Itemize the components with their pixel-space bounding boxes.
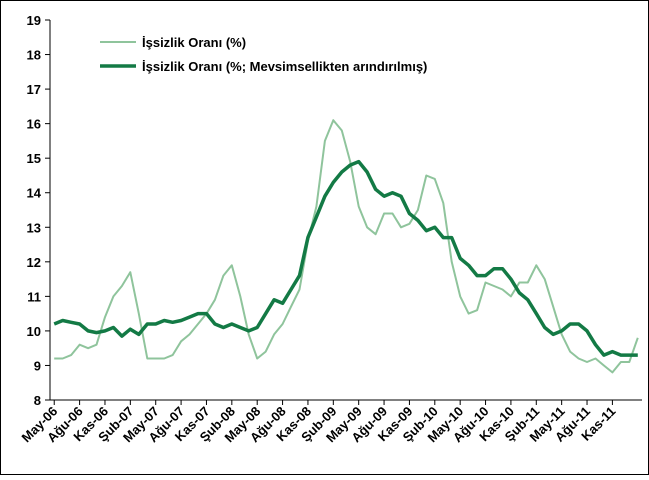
legend-label: İşsizlik Oranı (%) (142, 35, 246, 50)
series-line (54, 119, 639, 374)
y-tick-label: 14 (27, 186, 42, 201)
y-tick-label: 17 (27, 82, 41, 97)
y-tick-label: 12 (27, 255, 41, 270)
y-tick-label: 19 (27, 13, 41, 28)
y-tick-label: 16 (27, 117, 41, 132)
legend-label: İşsizlik Oranı (%; Mevsimsellikten arınd… (142, 59, 427, 74)
y-tick-label: 18 (27, 48, 41, 63)
y-tick-label: 10 (27, 324, 41, 339)
series-line (53, 159, 638, 357)
y-tick-label: 8 (34, 393, 41, 408)
y-tick-label: 13 (27, 220, 41, 235)
y-tick-label: 11 (27, 289, 41, 304)
y-tick-label: 15 (27, 151, 41, 166)
y-tick-label: 9 (34, 358, 41, 373)
